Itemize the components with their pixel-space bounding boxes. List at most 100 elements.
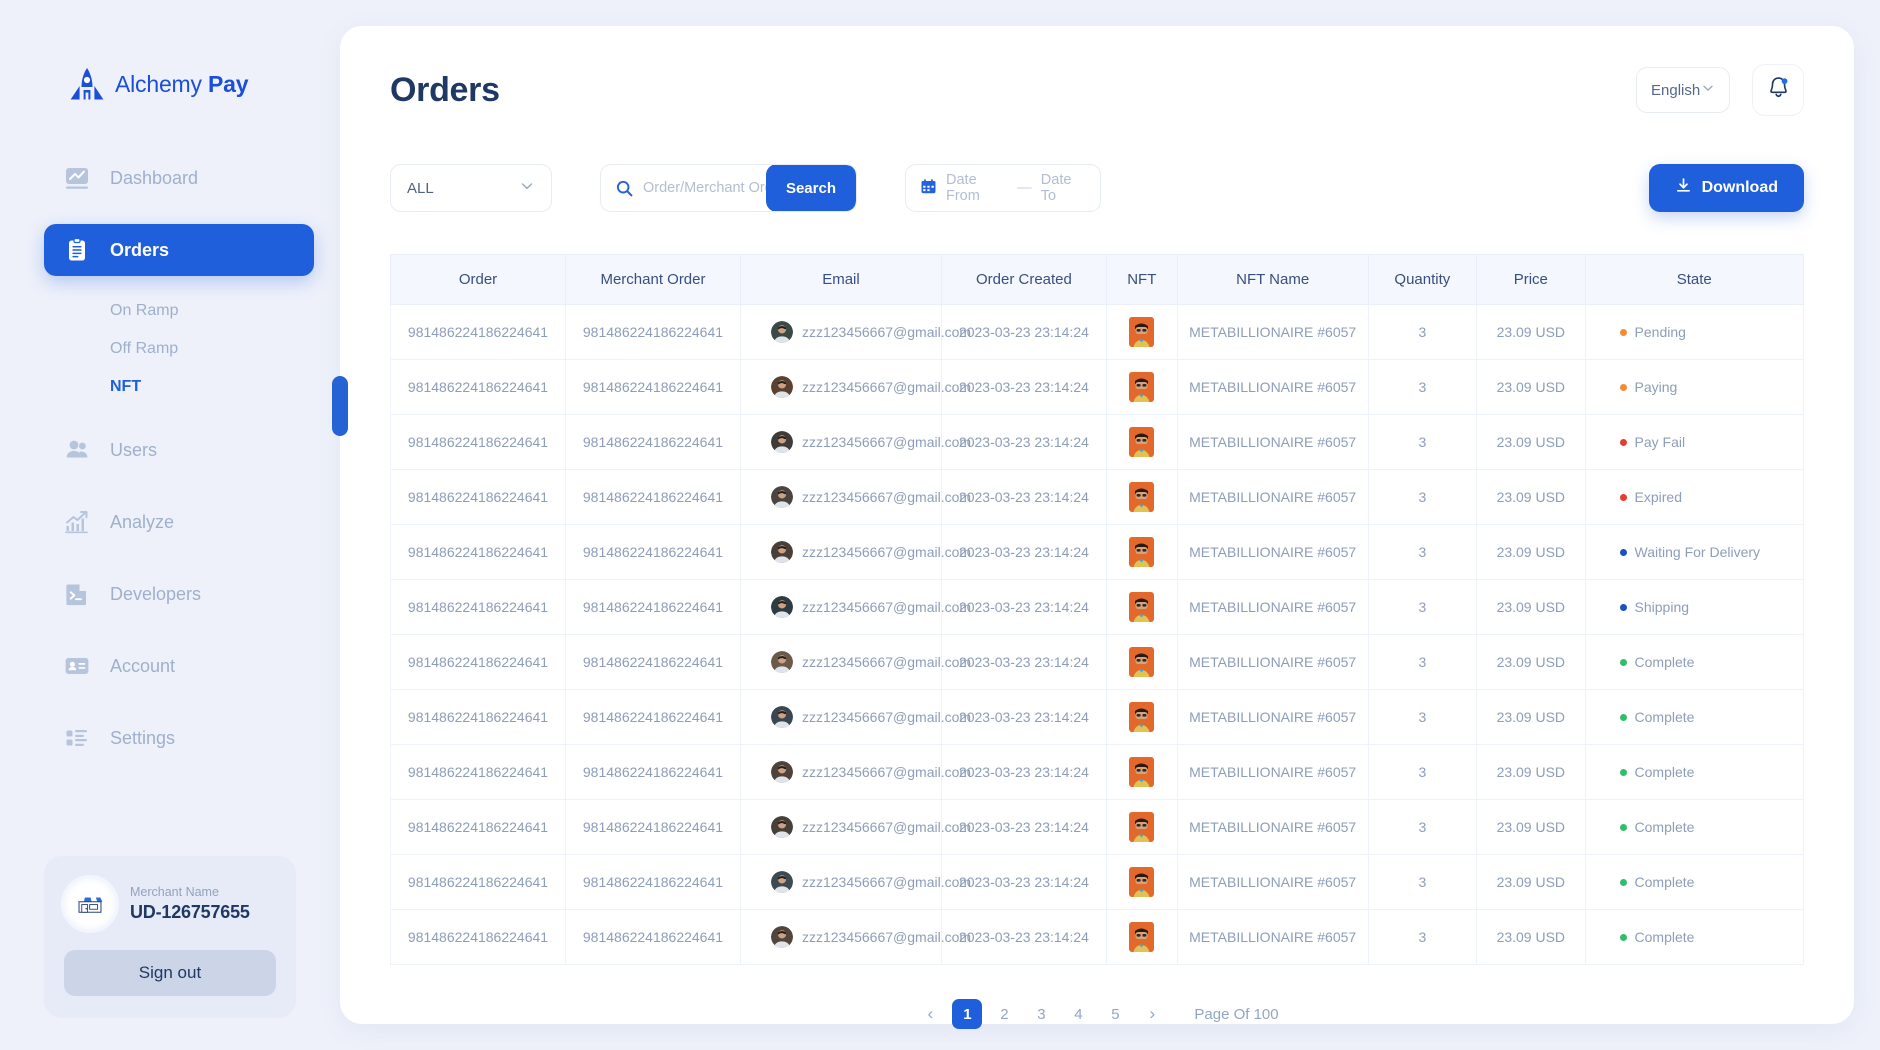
table-row[interactable]: 981486224186224641 981486224186224641 zzz1… (390, 359, 1805, 415)
search-input[interactable] (643, 180, 766, 196)
orders-table-wrapper: Order Merchant Order Email Order Created… (340, 212, 1854, 1029)
pagination-page-1[interactable]: 1 (952, 999, 983, 1029)
cell-nft-name: METABILLIONAIRE #6057 (1176, 524, 1369, 580)
cell-email: zzz123456667@gmail.com (739, 469, 971, 525)
sign-out-button[interactable]: Sign out (64, 950, 276, 996)
cell-nft-thumbnail[interactable] (1105, 854, 1178, 910)
table-row[interactable]: 981486224186224641 981486224186224641 zzz1… (390, 799, 1805, 855)
cell-nft-thumbnail[interactable] (1105, 469, 1178, 525)
language-selector[interactable]: English (1636, 67, 1730, 113)
cell-order-created: 2023-03-23 23:14:24 (941, 469, 1107, 525)
cell-nft-name: METABILLIONAIRE #6057 (1176, 414, 1369, 470)
table-row[interactable]: 981486224186224641 981486224186224641 zzz1… (390, 304, 1805, 360)
cell-order: 981486224186224641 (390, 524, 566, 580)
chart-box-icon (64, 165, 90, 191)
order-type-select[interactable]: ALL (390, 164, 552, 212)
cell-nft-thumbnail[interactable] (1105, 414, 1178, 470)
table-row[interactable]: 981486224186224641 981486224186224641 zzz1… (390, 744, 1805, 800)
column-header-quantity[interactable]: Quantity (1367, 254, 1478, 305)
cell-nft-thumbnail[interactable] (1105, 799, 1178, 855)
avatar (770, 926, 793, 948)
merchant-card: Merchant Name UD-126757655 Sign out (44, 856, 296, 1018)
column-header-state[interactable]: State (1584, 254, 1805, 305)
status-dot-icon (1619, 438, 1627, 446)
table-row[interactable]: 981486224186224641 981486224186224641 zzz1… (390, 689, 1805, 745)
cell-nft-thumbnail[interactable] (1105, 689, 1178, 745)
sidebar: Alchemy Pay Dashboard (0, 0, 340, 1050)
status-dot-icon (1619, 713, 1627, 721)
date-range-picker[interactable]: Date From — Date To (905, 164, 1101, 212)
cell-order-created: 2023-03-23 23:14:24 (941, 414, 1107, 470)
date-to-placeholder[interactable]: Date To (1040, 172, 1072, 204)
panel-edge-tab[interactable] (332, 376, 348, 436)
search-button[interactable]: Search (765, 165, 856, 211)
orders-table-body: 981486224186224641 981486224186224641 zzz1… (390, 304, 1805, 965)
date-from-placeholder[interactable]: Date From (946, 172, 980, 204)
sidebar-subnav-orders: On Ramp Off Ramp NFT (0, 292, 340, 406)
sidebar-subitem-off-ramp[interactable]: Off Ramp (0, 330, 340, 368)
status-dot-icon (1619, 603, 1627, 611)
email-text: zzz123456667@gmail.com (801, 819, 972, 835)
column-header-merchant-order[interactable]: Merchant Order (564, 254, 741, 305)
avatar (770, 871, 793, 893)
column-header-order-created[interactable]: Order Created (941, 254, 1107, 305)
sidebar-item-dashboard[interactable]: Dashboard (44, 152, 314, 204)
table-row[interactable]: 981486224186224641 981486224186224641 zzz1… (390, 634, 1805, 690)
table-row[interactable]: 981486224186224641 981486224186224641 zzz1… (390, 854, 1805, 910)
cell-nft-thumbnail[interactable] (1105, 304, 1178, 360)
table-row[interactable]: 981486224186224641 981486224186224641 zzz1… (390, 414, 1805, 470)
sidebar-item-developers[interactable]: Developers (44, 568, 314, 620)
table-row[interactable]: 981486224186224641 981486224186224641 zzz1… (390, 579, 1805, 635)
status-label: Complete (1634, 819, 1695, 835)
table-row[interactable]: 981486224186224641 981486224186224641 zzz1… (390, 469, 1805, 525)
users-icon (64, 437, 90, 463)
avatar (770, 651, 793, 673)
cell-nft-thumbnail[interactable] (1105, 359, 1178, 415)
cell-nft-thumbnail[interactable] (1105, 524, 1178, 580)
cell-nft-thumbnail[interactable] (1105, 909, 1178, 965)
column-header-order[interactable]: Order (390, 254, 566, 305)
cell-quantity: 3 (1367, 689, 1478, 745)
brand-logo[interactable]: Alchemy Pay (0, 0, 340, 100)
cell-order-created: 2023-03-23 23:14:24 (941, 304, 1107, 360)
column-header-nft-name[interactable]: NFT Name (1176, 254, 1369, 305)
status-label: Pay Fail (1634, 434, 1686, 450)
pagination-page-4[interactable]: 4 (1063, 999, 1093, 1029)
pagination-page-2[interactable]: 2 (989, 999, 1019, 1029)
sidebar-subitem-on-ramp[interactable]: On Ramp (0, 292, 340, 330)
cell-nft-thumbnail[interactable] (1105, 634, 1178, 690)
cell-nft-thumbnail[interactable] (1105, 744, 1178, 800)
status-badge: Complete (1586, 764, 1803, 780)
email-text: zzz123456667@gmail.com (801, 379, 972, 395)
sidebar-subitem-nft[interactable]: NFT (0, 368, 340, 406)
download-button[interactable]: Download (1648, 164, 1804, 212)
column-header-email[interactable]: Email (739, 254, 943, 305)
sidebar-item-analyze[interactable]: Analyze (44, 496, 314, 548)
nft-thumbnail-image (1129, 922, 1155, 952)
avatar (770, 706, 793, 728)
cell-state: Complete (1584, 689, 1805, 745)
orders-table-head: Order Merchant Order Email Order Created… (390, 254, 1805, 305)
cell-price: 23.09 USD (1476, 799, 1586, 855)
cell-email: zzz123456667@gmail.com (739, 634, 971, 690)
status-badge: Paying (1586, 379, 1803, 395)
cell-nft-thumbnail[interactable] (1105, 579, 1178, 635)
pagination-page-5[interactable]: 5 (1100, 999, 1130, 1029)
sidebar-item-settings[interactable]: Settings (44, 712, 314, 764)
sidebar-item-label: Analyze (110, 511, 175, 532)
table-row[interactable]: 981486224186224641 981486224186224641 zzz1… (390, 909, 1805, 965)
pagination-prev-button[interactable]: ‹ (915, 999, 945, 1029)
email-text: zzz123456667@gmail.com (801, 709, 972, 725)
table-row[interactable]: 981486224186224641 981486224186224641 zzz1… (390, 524, 1805, 580)
notifications-button[interactable] (1752, 64, 1804, 116)
sidebar-item-orders[interactable]: Orders (44, 224, 314, 276)
sidebar-item-account[interactable]: Account (44, 640, 314, 692)
content-panel: Orders English (332, 26, 1854, 1029)
column-header-price[interactable]: Price (1476, 254, 1586, 305)
avatar (770, 816, 793, 838)
pagination-page-3[interactable]: 3 (1026, 999, 1056, 1029)
pagination-next-button[interactable]: › (1137, 999, 1167, 1029)
column-header-nft[interactable]: NFT (1105, 254, 1178, 305)
cell-email: zzz123456667@gmail.com (739, 689, 971, 745)
sidebar-item-users[interactable]: Users (44, 424, 314, 476)
